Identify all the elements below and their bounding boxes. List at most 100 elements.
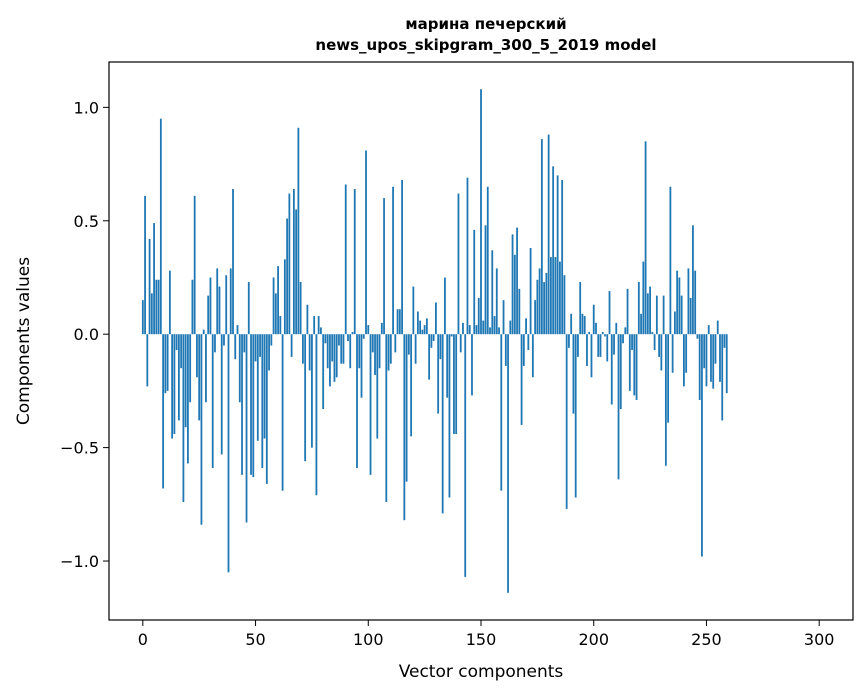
chart-title-line-1: марина печерский bbox=[405, 15, 566, 33]
bar bbox=[315, 334, 318, 496]
bar bbox=[365, 150, 367, 335]
bar bbox=[468, 325, 471, 335]
bar bbox=[649, 286, 651, 335]
bar bbox=[549, 257, 552, 335]
bar bbox=[425, 318, 428, 335]
bar bbox=[232, 189, 234, 335]
bar bbox=[435, 302, 437, 335]
bar bbox=[250, 334, 252, 475]
bar bbox=[331, 334, 334, 362]
bar bbox=[540, 139, 543, 335]
bar bbox=[394, 334, 397, 353]
bar bbox=[520, 334, 523, 425]
bar bbox=[311, 334, 313, 448]
x-tick-label: 100 bbox=[353, 630, 384, 649]
bar bbox=[340, 334, 343, 364]
bar bbox=[719, 334, 721, 382]
bar bbox=[613, 334, 615, 355]
bar bbox=[631, 334, 633, 351]
bar bbox=[464, 334, 467, 577]
bar bbox=[725, 334, 728, 394]
bar bbox=[344, 184, 347, 335]
bar bbox=[586, 334, 588, 366]
bar bbox=[705, 334, 708, 387]
bar bbox=[378, 334, 381, 369]
bar bbox=[252, 334, 255, 478]
bar bbox=[610, 334, 613, 405]
bar bbox=[270, 334, 273, 346]
bar bbox=[534, 300, 537, 335]
bar bbox=[559, 261, 561, 335]
bar bbox=[504, 334, 507, 366]
bar bbox=[484, 225, 487, 335]
bar bbox=[608, 291, 611, 335]
bar bbox=[279, 316, 282, 335]
bar bbox=[606, 334, 609, 362]
bar bbox=[187, 334, 189, 464]
bar bbox=[326, 334, 329, 369]
bar bbox=[398, 309, 401, 335]
bar bbox=[689, 297, 692, 335]
bar bbox=[351, 331, 354, 335]
bar bbox=[633, 334, 636, 396]
x-axis: 0 50 100 150 200 250 300 bbox=[138, 620, 835, 649]
x-tick-label: 300 bbox=[804, 630, 835, 649]
bar bbox=[486, 186, 489, 335]
bar bbox=[538, 268, 541, 335]
bar bbox=[146, 334, 149, 387]
bar bbox=[480, 89, 482, 335]
bar bbox=[207, 295, 210, 335]
bar bbox=[522, 334, 525, 366]
bar bbox=[200, 334, 203, 525]
bar bbox=[570, 313, 573, 335]
bar bbox=[223, 334, 225, 346]
bar bbox=[274, 293, 277, 335]
bar bbox=[299, 282, 302, 335]
bar bbox=[597, 334, 600, 357]
y-tick-label: −0.5 bbox=[60, 439, 99, 458]
bar bbox=[579, 282, 582, 335]
bar bbox=[349, 334, 352, 369]
bar bbox=[536, 279, 539, 335]
bar bbox=[710, 334, 712, 382]
bar bbox=[601, 331, 604, 335]
bar bbox=[403, 334, 406, 521]
bar bbox=[588, 331, 591, 335]
bar bbox=[380, 322, 383, 335]
bar bbox=[392, 186, 394, 335]
bar bbox=[692, 225, 694, 335]
bar bbox=[306, 304, 309, 335]
bar bbox=[421, 329, 424, 335]
bar bbox=[498, 327, 500, 335]
bar bbox=[667, 334, 670, 423]
bar bbox=[466, 177, 469, 335]
bar bbox=[694, 270, 697, 335]
bar bbox=[432, 334, 435, 341]
bar bbox=[214, 334, 216, 353]
bar bbox=[529, 248, 532, 335]
bar bbox=[220, 334, 223, 455]
bar bbox=[617, 334, 620, 480]
bar bbox=[507, 334, 509, 593]
bar bbox=[322, 334, 325, 410]
bar bbox=[324, 334, 327, 344]
bar bbox=[714, 334, 717, 364]
bar bbox=[592, 304, 595, 335]
bar bbox=[389, 334, 392, 364]
bar bbox=[153, 223, 155, 335]
bar bbox=[475, 325, 478, 335]
bar bbox=[428, 334, 431, 380]
bar bbox=[669, 186, 672, 335]
bar bbox=[471, 334, 473, 396]
bar bbox=[437, 334, 440, 414]
bar bbox=[687, 268, 690, 335]
bar bbox=[716, 320, 719, 335]
bar bbox=[362, 334, 365, 339]
bar bbox=[513, 254, 516, 335]
bar bbox=[150, 293, 153, 335]
chart-title-line-2: news_upos_skipgram_300_5_2019 model bbox=[315, 36, 656, 54]
bar bbox=[286, 218, 289, 335]
bar bbox=[405, 334, 408, 482]
bar bbox=[234, 334, 237, 360]
bar bbox=[423, 325, 426, 335]
